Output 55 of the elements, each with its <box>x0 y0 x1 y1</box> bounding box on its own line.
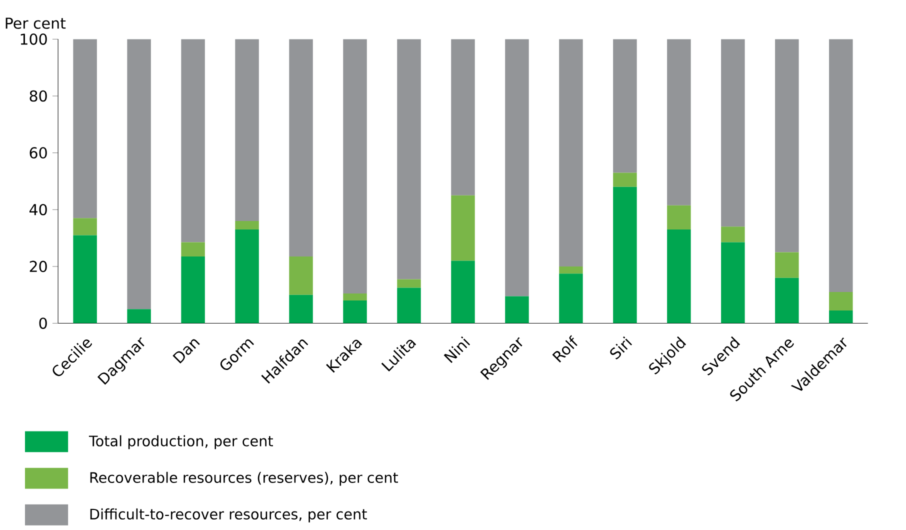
bar <box>775 39 799 252</box>
y-tick-label: 60 <box>30 147 47 158</box>
bar <box>127 309 151 324</box>
bar <box>397 288 421 324</box>
bar <box>235 39 259 221</box>
y-axis-title: Per cent <box>6 18 66 29</box>
bar <box>451 260 475 324</box>
bar <box>397 39 421 280</box>
y-tick-label: 20 <box>30 260 47 272</box>
bar <box>775 278 799 324</box>
y-tick-label: 0 <box>39 318 47 329</box>
y-tick-label: 40 <box>29 204 47 216</box>
bar <box>829 39 853 292</box>
bar <box>559 274 583 324</box>
bar <box>289 294 313 324</box>
bar <box>451 39 475 196</box>
bar <box>181 242 205 257</box>
bar <box>505 39 529 296</box>
bar <box>721 226 745 242</box>
bar <box>613 186 637 324</box>
x-tick-label: Dan <box>172 339 200 364</box>
bar <box>721 39 745 227</box>
bar <box>613 39 637 173</box>
y-tick-label: 80 <box>30 90 47 102</box>
bar <box>289 256 313 295</box>
x-tick-label: Siri <box>610 336 632 360</box>
bar <box>73 218 97 236</box>
bar <box>829 310 853 324</box>
bar <box>451 195 475 261</box>
bar <box>775 252 799 278</box>
bar <box>181 256 205 324</box>
bar <box>73 39 97 218</box>
legend-label: Recoverable resources (reserves), per cent <box>90 472 398 486</box>
legend-label: Difficult-to-recover resources, per cent <box>90 508 367 522</box>
bar <box>667 205 691 230</box>
bar <box>343 300 367 324</box>
bar <box>559 266 583 274</box>
bar <box>667 230 691 324</box>
bar <box>505 296 529 324</box>
bar <box>181 39 205 242</box>
bar <box>613 172 637 187</box>
bar <box>235 221 259 230</box>
bar <box>343 293 367 301</box>
bar <box>73 235 97 324</box>
bar <box>235 230 259 324</box>
bar <box>289 39 313 257</box>
bar <box>559 39 583 266</box>
bar <box>343 39 367 294</box>
bar <box>667 39 691 206</box>
bar <box>721 242 745 324</box>
y-tick-label: 100 <box>20 34 47 45</box>
bar <box>127 39 151 310</box>
bar <box>397 279 421 288</box>
bar <box>829 292 853 310</box>
legend-label: Total production, per cent <box>88 435 273 450</box>
